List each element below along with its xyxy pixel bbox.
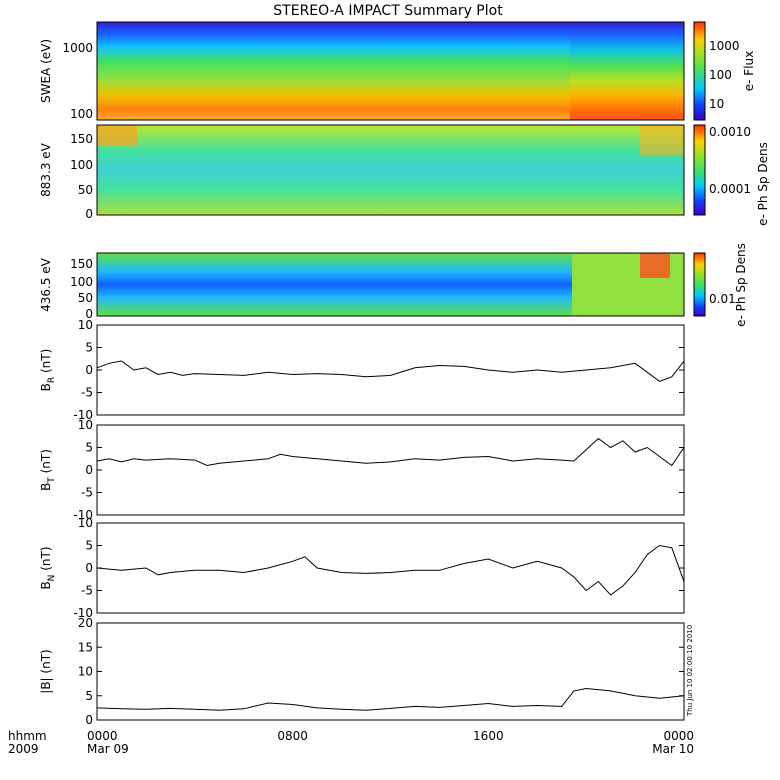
swea-spectrogram-late <box>570 22 684 120</box>
pad-883-ylabel: 883.3 eV <box>39 142 53 197</box>
x-corner-year: 2009 <box>8 742 39 756</box>
swea-panel: SWEA (eV) 1000 100 1000 100 10 e- Flux <box>39 21 756 121</box>
pad-883-colorbar <box>694 125 705 215</box>
swea-frame <box>96 21 685 121</box>
pad-883-spectrogram <box>97 125 684 215</box>
bmag-panel: 20 15 10 5 0 |B| (nT) <box>39 616 685 727</box>
magnetic-field-panels: 10 5 0 -5 -10 BR (nT) 10 5 0 -5 -10 BT (nT) 10 5 0 -5 -1… <box>39 318 685 727</box>
pad-883-ytick-50: 50 <box>78 183 93 197</box>
pad-436-cbar-label: e- Ph Sp Dens <box>734 243 748 327</box>
pad-436-hot-spot <box>640 253 670 278</box>
bt-ytick-0: 10 <box>78 418 93 432</box>
br-series-line <box>96 360 685 382</box>
pad-883-colorbar-frame <box>693 124 706 216</box>
time-tick-date-0: Mar 09 <box>87 742 129 756</box>
br-ytick-0: 10 <box>78 318 93 332</box>
pad-883-cbar-label: e- Ph Sp Dens <box>756 142 770 226</box>
pad-436-ytick-100: 100 <box>70 275 93 289</box>
bn-ytick-4: -10 <box>73 606 93 620</box>
bn-ytick-3: -5 <box>81 584 93 598</box>
x-corner-hhmm: hhmm <box>8 729 47 743</box>
br-panel: 10 5 0 -5 -10 BR (nT) <box>39 318 685 422</box>
bn-panel: 10 5 0 -5 -10 BN (nT) <box>39 516 685 620</box>
swea-ylabel: SWEA (eV) <box>39 39 53 103</box>
pad-436-spectrogram <box>97 253 572 316</box>
swea-colorbar-frame <box>693 21 706 121</box>
time-tick-label-1: 0800 <box>277 729 308 743</box>
pad-436-ytick-0: 0 <box>85 307 93 321</box>
bmag-ytick-0: 20 <box>78 616 93 630</box>
time-tick-label-0: 0000 <box>87 729 118 743</box>
swea-ytick-1000: 1000 <box>62 41 93 55</box>
bt-ylabel: BT (nT) <box>39 449 57 491</box>
pad-436-colorbar-frame <box>693 252 706 317</box>
bmag-frame <box>96 622 685 721</box>
bn-ytick-1: 5 <box>85 539 93 553</box>
bn-series-line <box>96 544 685 596</box>
pad-883-cbar-tick-1: 0.0001 <box>709 182 751 196</box>
time-tick-label-3: 0000 <box>663 729 694 743</box>
bmag-series-line <box>96 687 685 711</box>
bn-ylabel: BN (nT) <box>39 546 57 589</box>
pad-883-hot-spot <box>97 125 137 145</box>
pad-436-colorbar <box>694 253 705 316</box>
bn-frame <box>96 522 685 614</box>
bn-ytick-0: 10 <box>78 516 93 530</box>
pad-436-ytick-50: 50 <box>78 291 93 305</box>
swea-cbar-tick-1000: 1000 <box>709 39 740 53</box>
swea-cbar-label: e- Flux <box>742 51 756 91</box>
pad-436-frame <box>96 252 685 317</box>
pad-883-hot-spot-right <box>640 125 684 155</box>
bmag-ytick-4: 0 <box>85 713 93 727</box>
pad-883-ytick-0: 0 <box>85 207 93 221</box>
pad-883-cbar-tick-0: 0.0010 <box>709 125 751 139</box>
bt-frame <box>96 424 685 516</box>
pad-883-frame <box>96 124 685 216</box>
pad-436-ytick-150: 150 <box>70 257 93 271</box>
swea-cbar-tick-10: 10 <box>709 97 724 111</box>
bmag-ylabel: |B| (nT) <box>39 649 53 693</box>
plot-title: STEREO-A IMPACT Summary Plot <box>273 3 503 19</box>
pad-436-cbar-tick-0: 0.01 <box>709 292 736 306</box>
pad-883-ytick-150: 150 <box>70 132 93 146</box>
br-ytick-3: -5 <box>81 386 93 400</box>
br-ytick-1: 5 <box>85 341 93 355</box>
pad-883-panel: 883.3 eV 150 100 50 0 0.0010 0.0001 e- P… <box>39 124 770 226</box>
bt-ytick-1: 5 <box>85 441 93 455</box>
bt-series-line <box>96 437 685 467</box>
bmag-ytick-1: 15 <box>78 640 93 654</box>
pad-436-panel: 436.5 eV 150 100 50 0 0.01 e- Ph Sp Dens <box>39 243 748 327</box>
bt-ytick-2: 0 <box>85 463 93 477</box>
time-tick-label-2: 1600 <box>473 729 504 743</box>
pad-436-ylabel: 436.5 eV <box>39 257 53 312</box>
bmag-ytick-2: 10 <box>78 665 93 679</box>
br-ytick-2: 0 <box>85 363 93 377</box>
bt-panel: 10 5 0 -5 -10 BT (nT) <box>39 418 685 522</box>
pad-883-ytick-100: 100 <box>70 158 93 172</box>
swea-colorbar <box>694 22 705 120</box>
bt-ytick-4: -10 <box>73 508 93 522</box>
swea-ytick-100: 100 <box>70 107 93 121</box>
br-ylabel: BR (nT) <box>39 349 57 392</box>
bmag-ytick-3: 5 <box>85 689 93 703</box>
bt-ytick-3: -5 <box>81 486 93 500</box>
swea-cbar-tick-100: 100 <box>709 68 732 82</box>
br-ytick-4: -10 <box>73 408 93 422</box>
bn-ytick-2: 0 <box>85 561 93 575</box>
time-tick-date-3: Mar 10 <box>652 742 694 756</box>
timestamp-note: Thu Jun 10 02:00:10 2010 <box>686 625 694 717</box>
br-frame <box>96 324 685 416</box>
